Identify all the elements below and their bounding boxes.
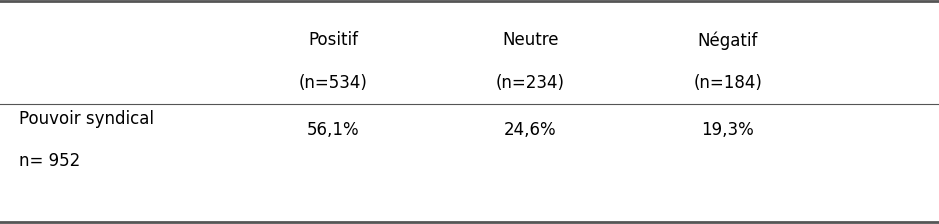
- Text: Positif: Positif: [308, 31, 359, 49]
- Text: Pouvoir syndical: Pouvoir syndical: [19, 110, 154, 128]
- Text: (n=234): (n=234): [496, 74, 565, 92]
- Text: (n=534): (n=534): [299, 74, 368, 92]
- Text: Négatif: Négatif: [698, 31, 758, 50]
- Text: 56,1%: 56,1%: [307, 121, 360, 139]
- Text: n= 952: n= 952: [19, 152, 80, 170]
- Text: 19,3%: 19,3%: [701, 121, 754, 139]
- Text: Neutre: Neutre: [502, 31, 559, 49]
- Text: 24,6%: 24,6%: [504, 121, 557, 139]
- Text: (n=184): (n=184): [693, 74, 762, 92]
